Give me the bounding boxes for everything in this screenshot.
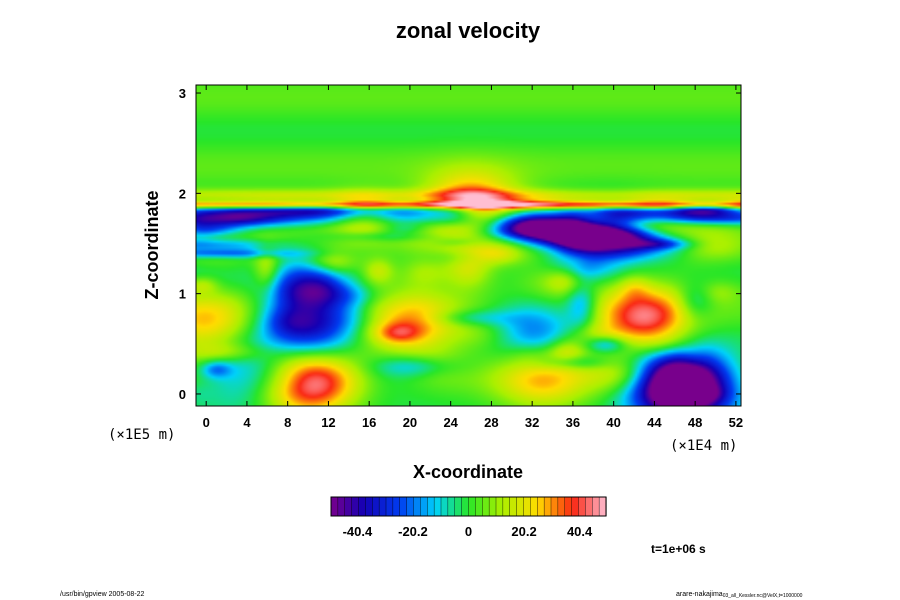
colorbar: -40.4 -20.2 0 20.2 40.4 [330, 496, 607, 539]
colorbar-cell [557, 496, 566, 517]
colorbar-cell [495, 496, 504, 517]
colorbar-tick-label: 20.2 [511, 524, 536, 539]
colorbar-cell [420, 496, 428, 517]
colorbar-cell [502, 496, 511, 517]
colorbar-cell [578, 496, 586, 517]
x-tick-label: 4 [243, 415, 251, 430]
x-axis: 0 4 8 12 16 20 24 28 32 36 40 44 48 52 [203, 85, 743, 430]
colorbar-cell [523, 496, 531, 517]
y-tick-label: 1 [179, 287, 186, 302]
x-tick-label: 0 [203, 415, 210, 430]
colorbar-tick-label: 40.4 [567, 524, 593, 539]
footer-right-sub: 03_all_Kessler.nc@VelX,t=1000000 [723, 593, 803, 599]
colorbar-cell [482, 496, 490, 517]
footer-right-main: arare-nakajima [676, 591, 723, 598]
colorbar-cell [351, 496, 360, 517]
x-tick-label: 12 [321, 415, 335, 430]
colorbar-cell [543, 496, 552, 517]
y-tick-label: 3 [179, 86, 186, 101]
x-tick-label: 24 [443, 415, 458, 430]
colorbar-cell [372, 496, 380, 517]
x-tick-label: 48 [688, 415, 702, 430]
colorbar-cell [365, 496, 373, 517]
colorbar-cell [516, 496, 525, 517]
chart-title: zonal velocity [396, 18, 541, 43]
colorbar-cell [413, 496, 421, 517]
colorbar-cell [337, 496, 346, 517]
x-tick-label: 44 [647, 415, 662, 430]
colorbar-tick-label: -40.4 [343, 524, 373, 539]
colorbar-cell [406, 496, 415, 517]
colorbar-cell [399, 496, 408, 517]
colorbar-cell [530, 496, 538, 517]
colorbar-tick-label: 0 [465, 524, 472, 539]
x-tick-label: 16 [362, 415, 376, 430]
colorbar-cell [461, 496, 470, 517]
y-scale-note: (×1E5 m) [108, 427, 175, 443]
colorbar-cell [440, 496, 449, 517]
colorbar-cell [475, 496, 483, 517]
colorbar-cell [433, 496, 442, 517]
colorbar-cell [358, 496, 366, 517]
x-tick-label: 52 [729, 415, 743, 430]
colorbar-cell [564, 496, 573, 517]
x-tick-label: 32 [525, 415, 539, 430]
colorbar-cell [592, 496, 600, 517]
y-axis: 0 1 2 3 [179, 86, 741, 402]
colorbar-cell [392, 496, 401, 517]
colorbar-cell [385, 496, 394, 517]
x-tick-label: 28 [484, 415, 498, 430]
colorbar-cell [488, 496, 497, 517]
plot-frame [195, 84, 742, 407]
x-tick-label: 40 [606, 415, 620, 430]
x-tick-label: 20 [403, 415, 417, 430]
x-scale-note: (×1E4 m) [670, 438, 737, 454]
plot-area [195, 84, 742, 407]
heatmap-field [196, 85, 741, 406]
x-tick-label: 8 [284, 415, 291, 430]
colorbar-tick-label: -20.2 [398, 524, 428, 539]
time-label: t=1e+06 s [651, 542, 706, 556]
footer-left: /usr/bin/gpview 2005-08-22 [60, 591, 145, 598]
colorbar-cell [509, 496, 518, 517]
colorbar-cell [330, 496, 339, 517]
colorbar-cell [454, 496, 463, 517]
colorbar-cell [344, 496, 353, 517]
colorbar-cell [585, 496, 593, 517]
colorbar-cell [468, 496, 476, 517]
footer-right: arare-nakajima03_all_Kessler.nc@VelX,t=1… [676, 591, 803, 599]
x-tick-label: 36 [566, 415, 580, 430]
y-tick-label: 0 [179, 387, 186, 402]
colorbar-cell [550, 496, 559, 517]
colorbar-cell [378, 496, 387, 517]
colorbar-cell [427, 496, 435, 517]
colorbar-cell [537, 496, 545, 517]
colorbar-cell [571, 496, 580, 517]
colorbar-frame [330, 496, 607, 517]
colorbar-cell [598, 496, 607, 517]
x-axis-label: X-coordinate [413, 462, 523, 482]
colorbar-cell [447, 496, 456, 517]
y-axis-label: Z-coordinate [142, 190, 162, 299]
y-tick-label: 2 [179, 186, 186, 201]
